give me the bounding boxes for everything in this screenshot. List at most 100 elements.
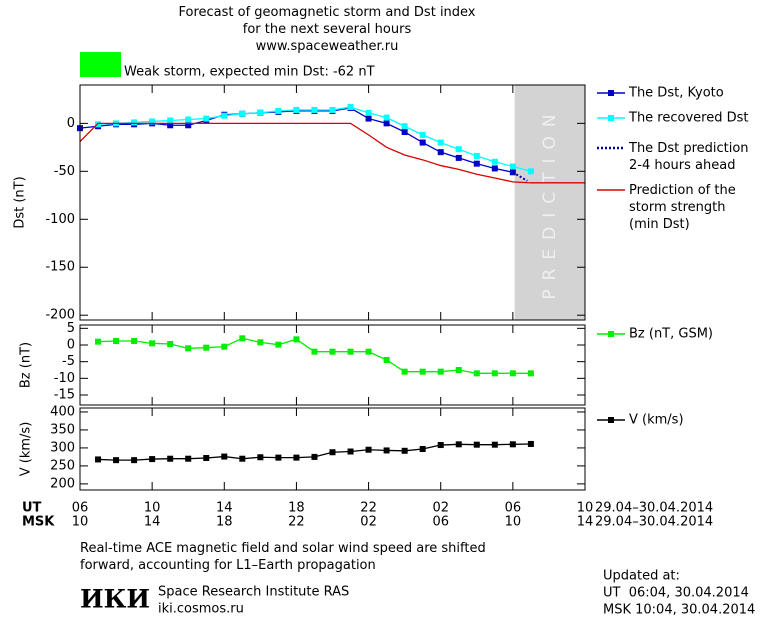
text-line: storm strength — [629, 200, 726, 215]
x2-tick-label: 06 — [432, 515, 449, 530]
text-line: 2-4 hours ahead — [629, 158, 735, 173]
point — [185, 345, 192, 352]
point — [275, 454, 282, 461]
legend-label: The Dst, Kyoto — [628, 86, 724, 101]
legend-label: The Dst prediction 2-4 hours ahead — [628, 141, 749, 173]
point — [455, 146, 462, 153]
series-line — [98, 337, 531, 374]
point — [509, 370, 516, 377]
point — [257, 109, 264, 116]
point — [473, 370, 480, 377]
legend-label: The recovered Dst — [628, 111, 748, 126]
x-axis-label: UT — [22, 501, 42, 516]
institute: Space Research Institute RAS — [158, 585, 349, 600]
point — [221, 343, 228, 350]
point — [311, 453, 318, 460]
text-line: Real-time ACE magnetic field and solar w… — [80, 541, 486, 556]
x-tick-label: 02 — [432, 501, 449, 516]
point — [437, 368, 444, 375]
point — [221, 112, 228, 119]
point — [383, 120, 390, 127]
point — [293, 454, 300, 461]
point — [455, 367, 462, 373]
legend-marker — [608, 90, 614, 96]
x-tick-label: 14 — [216, 501, 233, 516]
series-line — [98, 106, 532, 172]
point — [275, 107, 282, 114]
point — [131, 119, 138, 126]
y-tick-label: -50 — [54, 164, 75, 179]
point — [203, 115, 210, 122]
point — [95, 456, 102, 463]
legend-marker — [608, 417, 614, 423]
point — [113, 338, 120, 344]
updated-ut: UT 06:04, 30.04.2014 — [603, 586, 749, 601]
y-tick-label: -150 — [45, 260, 75, 275]
header-title: Forecast of geomagnetic storm and Dst in… — [178, 5, 475, 54]
point — [527, 440, 534, 447]
point — [149, 456, 156, 463]
point — [473, 160, 480, 167]
point — [239, 455, 246, 462]
point — [113, 457, 120, 464]
plot-frame — [79, 407, 586, 491]
x-range-label: 29.04–30.04.2014 — [595, 501, 713, 516]
text-line: Forecast of geomagnetic storm and Dst in… — [178, 5, 475, 20]
point — [509, 441, 516, 448]
logo: ИКИ — [80, 585, 150, 614]
point — [491, 370, 498, 377]
point — [239, 110, 246, 117]
y-tick-label: 350 — [50, 422, 75, 437]
point — [293, 336, 300, 343]
series-line — [79, 122, 585, 184]
x-tick-label: 06 — [505, 501, 522, 516]
point — [383, 114, 390, 121]
plot-frame — [79, 324, 586, 406]
point — [347, 448, 354, 455]
y-tick-label: -100 — [45, 212, 75, 227]
y-axis-label: Dst (nT) — [13, 176, 28, 228]
point — [365, 115, 372, 122]
x2-tick-label: 02 — [360, 515, 377, 530]
point — [185, 455, 192, 462]
point — [149, 340, 156, 347]
point — [401, 123, 408, 130]
point — [491, 441, 498, 448]
text-line: forward, accounting for L1–Earth propaga… — [80, 558, 376, 573]
point — [365, 348, 372, 355]
legend-marker — [608, 115, 614, 121]
point — [257, 339, 264, 346]
text-line: www.spaceweather.ru — [256, 39, 399, 54]
point — [185, 116, 192, 123]
point — [203, 454, 210, 461]
point — [419, 131, 426, 138]
x2-axis-label: MSK — [22, 515, 55, 530]
point — [131, 457, 138, 464]
y-tick-label: -5 — [62, 354, 75, 369]
point — [455, 154, 462, 161]
point — [491, 158, 498, 165]
prediction-band — [514, 85, 585, 320]
storm-swatch — [80, 52, 121, 77]
x-tick-label: 06 — [72, 501, 89, 516]
point — [437, 149, 444, 156]
x2-tick-label: 22 — [288, 515, 305, 530]
series-line — [79, 107, 513, 173]
y-tick-label: -10 — [54, 371, 75, 386]
point — [419, 139, 426, 146]
point — [527, 168, 534, 175]
y-tick-label: 300 — [50, 440, 75, 455]
y-tick-label: -15 — [54, 388, 75, 403]
point — [329, 106, 336, 113]
y-tick-label: 400 — [50, 404, 75, 419]
point — [527, 370, 534, 377]
x2-tick-label: 10 — [72, 515, 89, 530]
point — [347, 348, 354, 355]
text-line: for the next several hours — [243, 22, 412, 37]
y-tick-label: 200 — [50, 476, 75, 491]
point — [419, 368, 426, 375]
point — [167, 455, 174, 462]
point — [473, 441, 480, 448]
point — [185, 122, 192, 129]
